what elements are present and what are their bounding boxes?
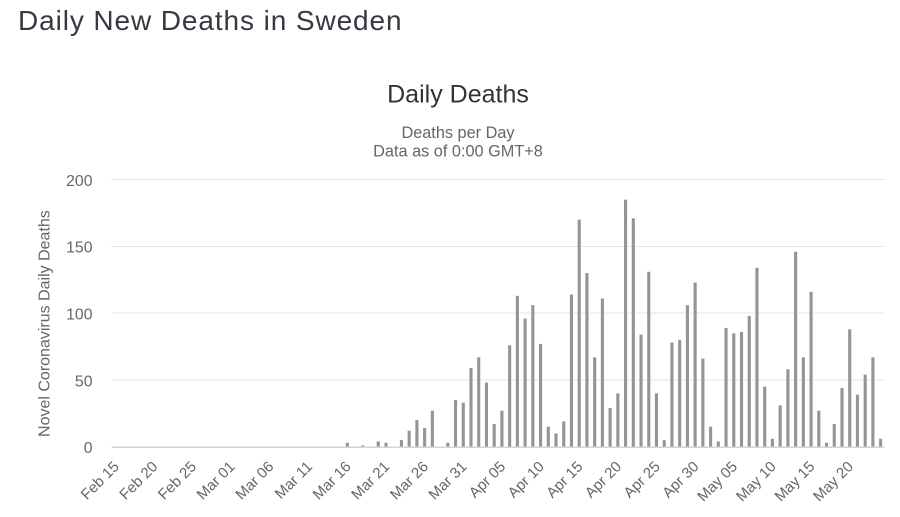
- svg-text:Mar 01: Mar 01: [194, 458, 239, 503]
- svg-text:100: 100: [66, 307, 93, 324]
- svg-text:Mar 31: Mar 31: [425, 458, 470, 503]
- svg-text:Mar 11: Mar 11: [272, 458, 316, 502]
- svg-text:50: 50: [75, 373, 93, 390]
- svg-text:Apr 20: Apr 20: [582, 458, 625, 501]
- svg-text:Apr 15: Apr 15: [543, 458, 586, 501]
- svg-text:Mar 16: Mar 16: [310, 458, 355, 503]
- svg-text:Feb 15: Feb 15: [78, 458, 123, 503]
- svg-text:Mar 26: Mar 26: [387, 458, 432, 503]
- svg-text:Apr 25: Apr 25: [620, 458, 663, 501]
- svg-text:Feb 25: Feb 25: [155, 458, 200, 503]
- svg-text:200: 200: [66, 173, 93, 190]
- svg-text:Daily Deaths: Daily Deaths: [387, 81, 529, 109]
- svg-text:Data as of 0:00 GMT+8: Data as of 0:00 GMT+8: [373, 143, 543, 161]
- svg-text:May 05: May 05: [694, 458, 741, 505]
- svg-text:May 10: May 10: [733, 458, 780, 505]
- svg-text:Feb 20: Feb 20: [116, 458, 161, 503]
- svg-text:Mar 06: Mar 06: [232, 458, 277, 503]
- svg-text:0: 0: [84, 440, 93, 457]
- svg-text:Novel Coronavirus Daily Deaths: Novel Coronavirus Daily Deaths: [37, 210, 54, 437]
- svg-text:Apr 05: Apr 05: [466, 458, 509, 501]
- svg-text:150: 150: [66, 240, 93, 257]
- svg-text:Mar 21: Mar 21: [348, 458, 393, 503]
- svg-text:May 20: May 20: [810, 458, 857, 505]
- svg-text:Deaths per Day: Deaths per Day: [401, 124, 515, 142]
- svg-text:Apr 10: Apr 10: [505, 458, 548, 501]
- svg-text:May 15: May 15: [772, 458, 819, 505]
